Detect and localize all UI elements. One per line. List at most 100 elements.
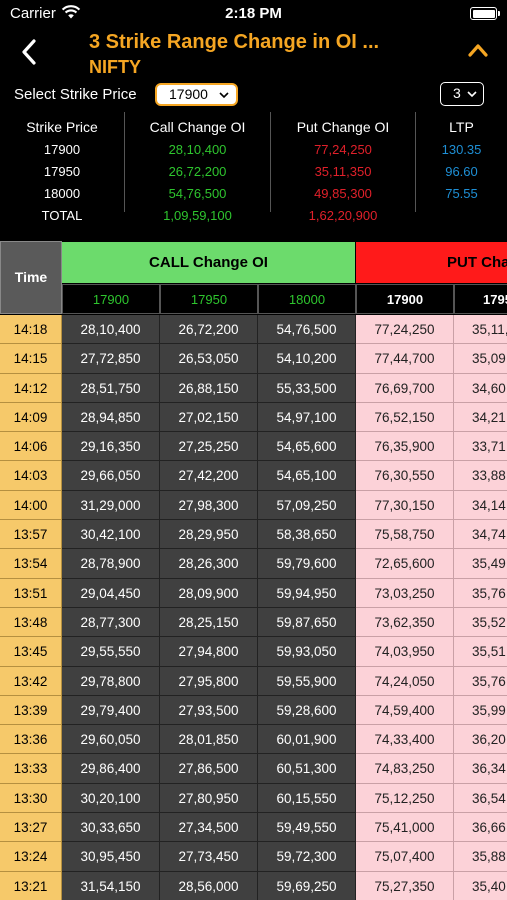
page-subtitle: NIFTY (89, 57, 141, 77)
table-row[interactable]: 13:42 29,78,800 27,95,800 59,55,900 74,24,05… (0, 666, 507, 696)
grid-rows: 14:18 28,10,400 26,72,200 54,76,500 77,24,25… (0, 315, 507, 900)
call-oi-cell: 60,01,900 (258, 725, 356, 755)
call-oi-cell: 30,33,650 (62, 813, 160, 843)
call-strike-header: 18000 (258, 284, 356, 314)
call-oi-cell: 58,38,650 (258, 520, 356, 550)
summary-header-strike: Strike Price (26, 119, 98, 135)
call-oi-cell: 27,73,450 (160, 842, 258, 872)
summary-total-label: TOTAL (41, 208, 83, 223)
call-oi-cell: 60,15,550 (258, 783, 356, 814)
call-oi-cell: 54,65,100 (258, 461, 356, 491)
put-oi-cell: 75,27,350 (356, 871, 454, 900)
call-oi-cell: 28,01,850 (160, 725, 258, 755)
put-oi-cell: 35,99, (454, 695, 507, 726)
time-cell: 13:21 (0, 871, 62, 900)
put-oi-cell: 33,71, (454, 432, 507, 462)
table-row[interactable]: 14:06 29,16,350 27,25,250 54,65,600 76,35,90… (0, 432, 507, 462)
time-cell: 14:12 (0, 373, 62, 403)
summary-table: Strike Price 17900 17950 18000 TOTAL Cal… (0, 112, 507, 232)
time-cell: 13:27 (0, 813, 62, 843)
call-oi-cell: 30,95,450 (62, 842, 160, 872)
time-cell: 13:24 (0, 842, 62, 872)
put-oi-cell: 36,66, (454, 813, 507, 843)
put-oi-cell: 77,30,150 (356, 490, 454, 521)
table-row[interactable]: 13:39 29,79,400 27,93,500 59,28,600 74,59,40… (0, 695, 507, 726)
table-row[interactable]: 13:57 30,42,100 28,29,950 58,38,650 75,58,75… (0, 520, 507, 550)
summary-ltp-value: 75.55 (445, 186, 478, 201)
time-cell: 13:57 (0, 520, 62, 550)
call-oi-cell: 28,56,000 (160, 871, 258, 900)
put-oi-cell: 77,44,700 (356, 344, 454, 374)
summary-ltp-value: 130.35 (441, 142, 482, 157)
summary-call-value: 28,10,400 (168, 142, 227, 157)
put-oi-cell: 74,03,950 (356, 637, 454, 667)
call-oi-cell: 29,79,400 (62, 695, 160, 726)
call-oi-cell: 26,72,200 (160, 315, 258, 345)
put-oi-cell: 35,49, (454, 549, 507, 579)
time-cell: 13:39 (0, 695, 62, 726)
table-row[interactable]: 14:03 29,66,050 27,42,200 54,65,100 76,30,55… (0, 461, 507, 491)
put-change-oi-header: PUT Change OI (356, 242, 507, 283)
call-oi-cell: 27,34,500 (160, 813, 258, 843)
call-oi-cell: 28,77,300 (62, 607, 160, 638)
time-cell: 14:03 (0, 461, 62, 491)
strike-range-dropdown[interactable]: 3 (440, 82, 484, 106)
table-row[interactable]: 13:48 28,77,300 28,25,150 59,87,650 73,62,35… (0, 607, 507, 638)
table-row[interactable]: 13:51 29,04,450 28,09,900 59,94,950 73,03,25… (0, 578, 507, 608)
table-row[interactable]: 14:09 28,94,850 27,02,150 54,97,100 76,52,15… (0, 402, 507, 433)
oi-data-grid[interactable]: Time CALL Change OI PUT Change OI 17900 … (0, 241, 507, 900)
table-row[interactable]: 13:54 28,78,900 28,26,300 59,79,600 72,65,60… (0, 549, 507, 579)
status-bar: Carrier 2:18 PM (0, 0, 507, 28)
call-oi-cell: 59,93,050 (258, 637, 356, 667)
strike-select-row: Select Strike Price 17900 3 (0, 82, 507, 108)
put-oi-cell: 76,35,900 (356, 432, 454, 462)
put-oi-cell: 34,60, (454, 373, 507, 403)
call-oi-cell: 54,65,600 (258, 432, 356, 462)
call-oi-cell: 26,53,050 (160, 344, 258, 374)
call-strike-header: 17900 (62, 284, 160, 314)
table-row[interactable]: 13:36 29,60,050 28,01,850 60,01,900 74,33,40… (0, 725, 507, 755)
table-row[interactable]: 14:18 28,10,400 26,72,200 54,76,500 77,24,25… (0, 315, 507, 345)
table-row[interactable]: 13:33 29,86,400 27,86,500 60,51,300 74,83,25… (0, 754, 507, 784)
wifi-icon (61, 5, 81, 19)
table-row[interactable]: 13:27 30,33,650 27,34,500 59,49,550 75,41,00… (0, 813, 507, 843)
call-oi-cell: 29,16,350 (62, 432, 160, 462)
call-oi-cell: 26,88,150 (160, 373, 258, 403)
call-oi-cell: 30,20,100 (62, 783, 160, 814)
call-oi-cell: 31,29,000 (62, 490, 160, 521)
collapse-chevron-up-icon[interactable] (467, 42, 489, 58)
table-row[interactable]: 14:12 28,51,750 26,88,150 55,33,500 76,69,70… (0, 373, 507, 403)
put-oi-cell: 74,59,400 (356, 695, 454, 726)
table-row[interactable]: 13:45 29,55,550 27,94,800 59,93,050 74,03,95… (0, 637, 507, 667)
call-oi-cell: 59,94,950 (258, 578, 356, 608)
time-cell: 14:09 (0, 402, 62, 433)
call-oi-cell: 27,80,950 (160, 783, 258, 814)
put-oi-cell: 75,41,000 (356, 813, 454, 843)
call-oi-cell: 59,69,250 (258, 871, 356, 900)
table-row[interactable]: 14:15 27,72,850 26,53,050 54,10,200 77,44,70… (0, 344, 507, 374)
table-row[interactable]: 13:24 30,95,450 27,73,450 59,72,300 75,07,40… (0, 842, 507, 872)
strike-price-dropdown[interactable]: 17900 (155, 83, 238, 106)
table-row[interactable]: 13:21 31,54,150 28,56,000 59,69,250 75,27,35… (0, 871, 507, 900)
call-oi-cell: 27,72,850 (62, 344, 160, 374)
call-oi-cell: 28,29,950 (160, 520, 258, 550)
table-row[interactable]: 13:30 30,20,100 27,80,950 60,15,550 75,12,25… (0, 783, 507, 814)
time-cell: 13:51 (0, 578, 62, 608)
put-oi-cell: 74,83,250 (356, 754, 454, 784)
put-oi-cell: 75,07,400 (356, 842, 454, 872)
summary-call-value: 26,72,200 (168, 164, 227, 179)
call-oi-cell: 29,04,450 (62, 578, 160, 608)
time-cell: 13:42 (0, 666, 62, 696)
back-chevron-left-icon[interactable] (18, 38, 40, 66)
call-oi-cell: 59,49,550 (258, 813, 356, 843)
call-oi-cell: 54,97,100 (258, 402, 356, 433)
summary-header-call: Call Change OI (149, 119, 246, 135)
page-title: 3 Strike Range Change in OI ... (89, 31, 380, 53)
put-oi-cell: 34,14, (454, 490, 507, 521)
table-row[interactable]: 14:00 31,29,000 27,98,300 57,09,250 77,30,15… (0, 490, 507, 521)
put-oi-cell: 35,88, (454, 842, 507, 872)
put-oi-cell: 76,69,700 (356, 373, 454, 403)
chevron-down-icon (219, 92, 229, 99)
call-oi-cell: 29,66,050 (62, 461, 160, 491)
put-oi-cell: 76,52,150 (356, 402, 454, 433)
